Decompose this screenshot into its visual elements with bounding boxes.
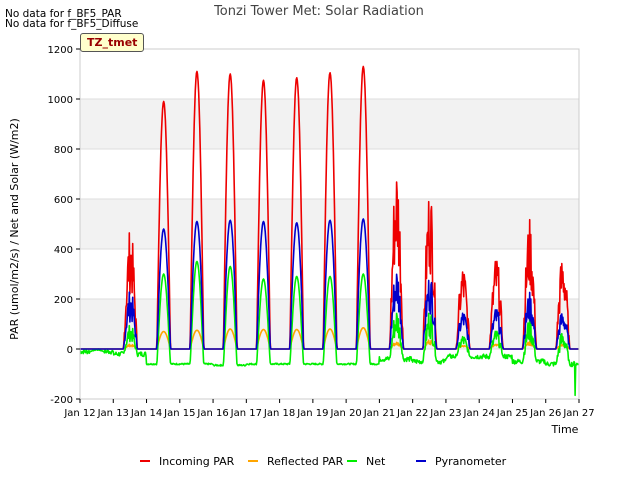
x-tick-label: Jan 24 [463,408,495,419]
series-group [79,65,580,397]
x-axis-ticks: Jan 12 Jan 13 Jan 14 Jan 15 Jan 16 Jan 17 Jan … [63,399,595,419]
x-tick-label: Jan 20 [329,408,361,419]
y-tick-label: -200 [50,395,73,406]
x-tick-label: Jan 15 [163,408,195,419]
x-tick-label: Jan 13 [97,408,129,419]
y-axis-ticks: -200 0 200 400 600 800 1000 1200 [48,45,80,406]
no-data-diffuse-note: No data for f_BF5_Diffuse [5,18,139,30]
grid-band [80,99,579,149]
legend-label: Pyranometer [435,455,507,468]
x-tick-label: Jan 23 [429,408,461,419]
y-axis-label: PAR (umol/m2/s) / Net and Solar (W/m2) [8,118,21,340]
y-tick-label: 1200 [48,45,73,56]
y-tick-label: 1000 [48,95,73,106]
no-data-par-note: No data for f_BF5_PAR [5,8,122,20]
series-line-reflected-par [79,326,579,350]
x-tick-label: Jan 19 [296,408,328,419]
x-tick-label: Jan 26 [529,408,561,419]
x-tick-label: Jan 27 [562,408,594,419]
series-line-pyranometer [79,218,579,350]
legend-label: Net [366,455,386,468]
x-tick-label: Jan 12 [63,408,95,419]
x-tick-label: Jan 22 [396,408,428,419]
x-tick-label: Jan 14 [130,408,162,419]
x-axis-label: Time [551,423,579,436]
series-line-net [79,260,580,397]
legend-label: Incoming PAR [159,455,235,468]
series-line-incoming-par [79,65,579,350]
y-tick-label: 600 [54,195,73,206]
x-tick-label: Jan 21 [363,408,395,419]
legend: Incoming PAR Reflected PAR Net Pyranometer [140,455,507,468]
y-tick-label: 400 [54,245,73,256]
station-tag: TZ_tmet [80,33,145,52]
chart-title: Tonzi Tower Met: Solar Radiation [213,4,424,19]
y-tick-label: 800 [54,145,73,156]
y-tick-label: 200 [54,295,73,306]
y-tick-label: 0 [67,345,73,356]
plot-frame [79,48,580,400]
x-tick-label: Jan 17 [230,408,262,419]
x-tick-label: Jan 16 [196,408,228,419]
legend-label: Reflected PAR [267,455,344,468]
grid-band [80,299,579,349]
x-tick-label: Jan 18 [263,408,295,419]
x-tick-label: Jan 25 [496,408,528,419]
